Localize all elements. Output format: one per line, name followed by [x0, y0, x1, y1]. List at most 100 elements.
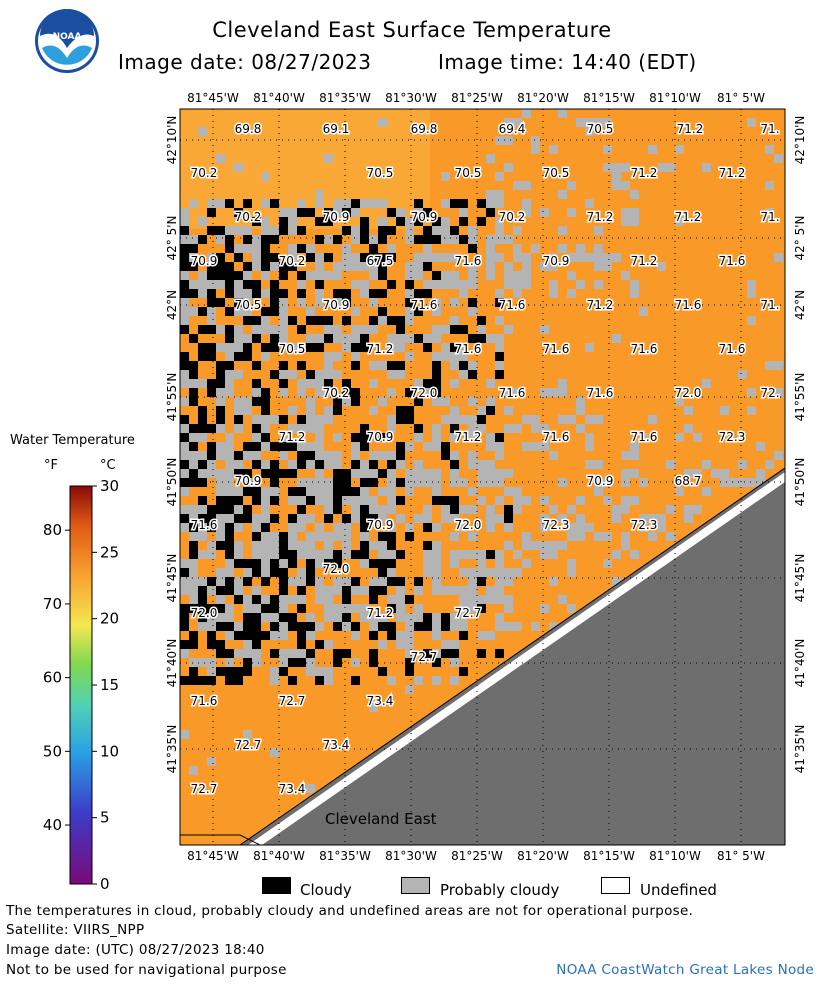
- cloud-cell: [504, 505, 513, 514]
- probably-cloudy-cell: [531, 622, 540, 631]
- probably-cloudy-cell: [306, 631, 315, 640]
- celsius-tick-label: 5: [100, 809, 110, 827]
- probably-cloudy-cell: [414, 613, 423, 622]
- cloud-cell: [360, 523, 369, 532]
- cloud-cell: [270, 334, 279, 343]
- probably-cloudy-cell: [594, 262, 603, 271]
- cloud-cell: [414, 334, 423, 343]
- probably-cloudy-cell: [594, 460, 603, 469]
- probably-cloudy-cell: [486, 244, 495, 253]
- probably-cloudy-cell: [558, 388, 567, 397]
- probably-cloudy-cell: [747, 406, 756, 415]
- cloud-cell: [180, 244, 189, 253]
- cloud-cell: [252, 442, 261, 451]
- probably-cloudy-cell: [621, 217, 630, 226]
- probably-cloudy-cell: [279, 388, 288, 397]
- probably-cloudy-cell: [279, 658, 288, 667]
- probably-cloudy-cell: [396, 343, 405, 352]
- probably-cloudy-cell: [468, 433, 477, 442]
- probably-cloudy-cell: [720, 478, 729, 487]
- cloud-cell: [396, 406, 405, 415]
- probably-cloudy-cell: [243, 640, 252, 649]
- probably-cloudy-cell: [432, 613, 441, 622]
- probably-cloudy-cell: [405, 217, 414, 226]
- probably-cloudy-cell: [243, 730, 252, 739]
- cloud-cell: [198, 415, 207, 424]
- cloud-cell: [207, 352, 216, 361]
- probably-cloudy-cell: [216, 577, 225, 586]
- probably-cloudy-cell: [216, 514, 225, 523]
- probably-cloudy-cell: [405, 334, 414, 343]
- probably-cloudy-cell: [423, 253, 432, 262]
- cloud-cell: [414, 235, 423, 244]
- probably-cloudy-cell: [441, 280, 450, 289]
- legend-unit-f: °F: [44, 458, 58, 473]
- cloud-cell: [234, 667, 243, 676]
- cloud-cell: [351, 433, 360, 442]
- probably-cloudy-cell: [378, 397, 387, 406]
- probably-cloudy-cell: [225, 370, 234, 379]
- cloud-cell: [207, 505, 216, 514]
- probably-cloudy-cell: [549, 253, 558, 262]
- probably-cloudy-cell: [513, 280, 522, 289]
- probably-cloudy-cell: [234, 505, 243, 514]
- probably-cloudy-cell: [261, 568, 270, 577]
- probably-cloudy-cell: [216, 442, 225, 451]
- probably-cloudy-cell: [216, 397, 225, 406]
- probably-cloudy-cell: [612, 172, 621, 181]
- probably-cloudy-cell: [468, 451, 477, 460]
- probably-cloudy-cell: [324, 586, 333, 595]
- cloud-cell: [396, 442, 405, 451]
- probably-cloudy-cell: [603, 478, 612, 487]
- cloud-cell: [432, 361, 441, 370]
- probably-cloudy-cell: [576, 280, 585, 289]
- probably-cloudy-cell: [567, 505, 576, 514]
- probably-cloudy-cell: [432, 487, 441, 496]
- probably-cloudy-cell: [756, 469, 765, 478]
- cloud-cell: [261, 433, 270, 442]
- cloud-cell: [189, 289, 198, 298]
- probably-cloudy-cell: [180, 271, 189, 280]
- cloud-cell: [180, 226, 189, 235]
- probably-cloudy-cell: [342, 199, 351, 208]
- probably-cloudy-cell: [297, 388, 306, 397]
- probably-cloudy-cell: [279, 307, 288, 316]
- probably-cloudy-cell: [405, 262, 414, 271]
- cloudy-label: Cloudy: [300, 881, 352, 899]
- cloud-cell: [441, 496, 450, 505]
- probably-cloudy-cell: [612, 505, 621, 514]
- probably-cloudy-cell: [486, 262, 495, 271]
- probably-cloudy-cell: [297, 379, 306, 388]
- probably-cloudy-cell: [288, 496, 297, 505]
- probably-cloudy-cell: [207, 307, 216, 316]
- cloud-cell: [423, 379, 432, 388]
- probably-cloudy-cell: [270, 748, 279, 757]
- cloud-cell: [405, 406, 414, 415]
- temperature-value: 71.2: [455, 430, 482, 444]
- cloud-cell: [414, 424, 423, 433]
- fahrenheit-tick-label: 60: [43, 669, 62, 687]
- probably-cloudy-cell: [432, 280, 441, 289]
- probably-cloudy-cell: [369, 703, 378, 712]
- probably-cloudy-cell: [360, 280, 369, 289]
- probably-cloudy-cell: [378, 316, 387, 325]
- probably-cloudy-cell: [684, 505, 693, 514]
- cloud-cell: [270, 478, 279, 487]
- probably-cloudy-cell: [486, 442, 495, 451]
- probably-cloudy-cell: [495, 451, 504, 460]
- probably-cloudy-cell: [216, 478, 225, 487]
- cloud-cell: [387, 460, 396, 469]
- probably-cloudy-label: Probably cloudy: [440, 881, 560, 899]
- probably-cloudy-cell: [315, 253, 324, 262]
- cloud-cell: [252, 397, 261, 406]
- temperature-value: 70.5: [279, 342, 306, 356]
- cloud-cell: [405, 532, 414, 541]
- credit-link[interactable]: NOAA CoastWatch Great Lakes Node: [556, 962, 814, 978]
- probably-cloudy-cell: [279, 451, 288, 460]
- temperature-value: 71.2: [631, 254, 658, 268]
- cloud-cell: [459, 217, 468, 226]
- probably-cloudy-cell: [405, 352, 414, 361]
- probably-cloudy-cell: [324, 613, 333, 622]
- probably-cloudy-cell: [630, 217, 639, 226]
